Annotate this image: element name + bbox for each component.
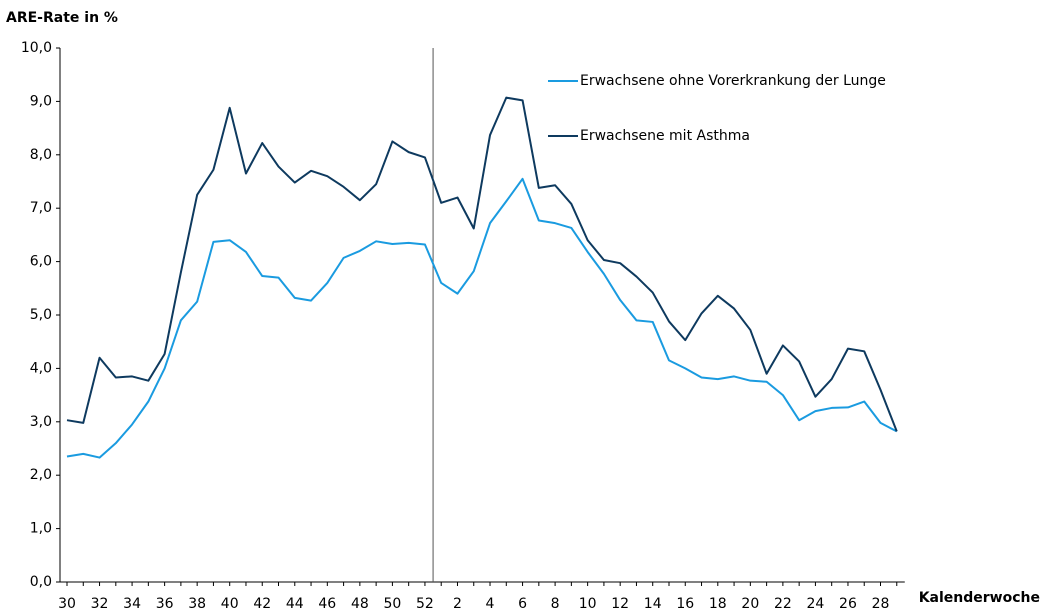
y-tick-label: 0,0	[30, 574, 52, 590]
x-tick-label: 44	[286, 596, 304, 612]
y-axis-label: ARE-Rate in %	[6, 10, 118, 26]
x-tick-label: 32	[91, 596, 109, 612]
x-tick-label: 42	[253, 596, 271, 612]
x-tick-label: 28	[872, 596, 890, 612]
x-tick-label: 8	[551, 596, 560, 612]
legend-label: Erwachsene ohne Vorerkrankung der Lunge	[580, 73, 886, 89]
x-tick-label: 14	[644, 596, 662, 612]
y-tick-label: 9,0	[30, 93, 52, 109]
x-tick-label: 10	[579, 596, 597, 612]
x-tick-label: 16	[676, 596, 694, 612]
x-tick-label: 20	[741, 596, 759, 612]
x-tick-label: 30	[58, 596, 76, 612]
x-tick-label: 4	[486, 596, 495, 612]
y-tick-label: 6,0	[30, 254, 52, 270]
line-series	[66, 177, 898, 459]
y-tick-label: 5,0	[30, 307, 52, 323]
y-tick-label: 7,0	[30, 200, 52, 216]
x-tick-label: 52	[416, 596, 434, 612]
y-tick-label: 1,0	[30, 521, 52, 537]
x-tick-label: 38	[188, 596, 206, 612]
x-tick-label: 24	[807, 596, 825, 612]
x-tick-label: 2	[453, 596, 462, 612]
x-tick-label: 22	[774, 596, 792, 612]
x-tick-label: 12	[611, 596, 629, 612]
x-tick-label: 50	[383, 596, 401, 612]
x-tick-label: 46	[318, 596, 336, 612]
y-tick-label: 4,0	[30, 360, 52, 376]
x-tick-label: 6	[518, 596, 527, 612]
x-tick-label: 40	[221, 596, 239, 612]
legend-label: Erwachsene mit Asthma	[580, 128, 750, 144]
line-series	[66, 96, 898, 432]
x-tick-label: 36	[156, 596, 174, 612]
x-tick-label: 26	[839, 596, 857, 612]
y-tick-label: 8,0	[30, 147, 52, 163]
x-tick-label: 18	[709, 596, 727, 612]
y-tick-label: 10,0	[21, 40, 52, 56]
y-tick-label: 2,0	[30, 467, 52, 483]
x-tick-label: 34	[123, 596, 141, 612]
x-axis-label: Kalenderwoche	[919, 590, 1040, 606]
x-tick-label: 48	[351, 596, 369, 612]
y-tick-label: 3,0	[30, 414, 52, 430]
